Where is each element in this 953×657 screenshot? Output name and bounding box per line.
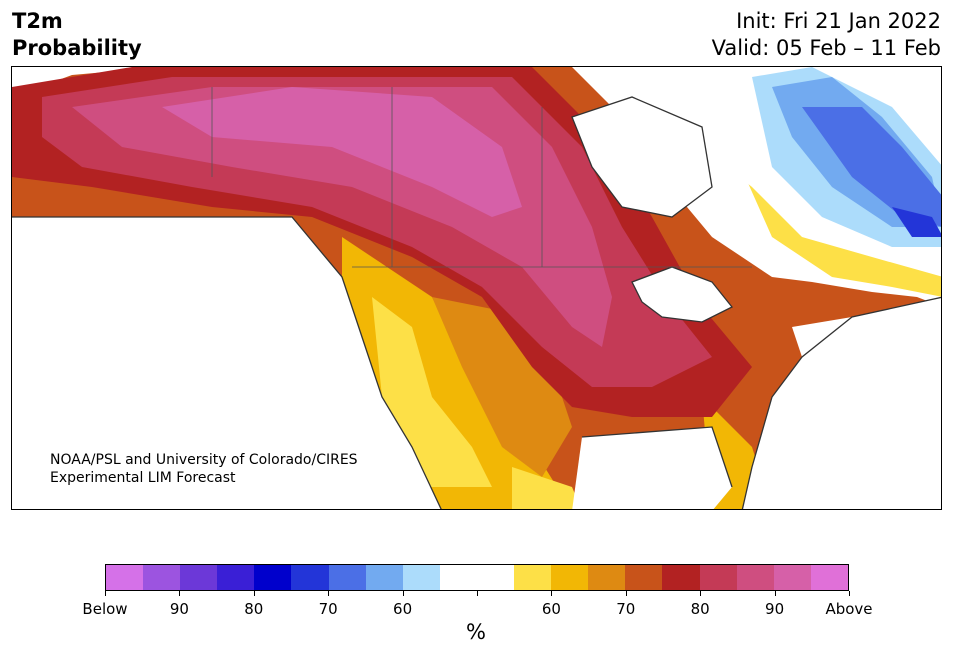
colorbar-ticks: Below 90 80 70 60 60 70 80 90 Above xyxy=(0,600,953,620)
colorbar-swatch xyxy=(439,565,477,590)
colorbar-units: % xyxy=(466,620,486,644)
colorbar-tick-label: Above xyxy=(825,600,873,618)
colorbar-tick-label: Below xyxy=(82,600,128,618)
colorbar-tick-mark xyxy=(179,591,181,596)
probability-map xyxy=(12,67,941,509)
colorbar-tick-mark xyxy=(477,591,478,596)
colorbar-tick-mark xyxy=(328,591,330,596)
colorbar-swatch xyxy=(662,565,700,590)
valid-range: Valid: 05 Feb – 11 Feb xyxy=(711,36,941,60)
credit-text: NOAA/PSL and University of Colorado/CIRE… xyxy=(50,451,358,487)
colorbar-swatch xyxy=(328,565,366,590)
colorbar-swatch xyxy=(810,565,848,590)
colorbar-tick-label: 60 xyxy=(393,600,413,618)
variable-label: T2m xyxy=(12,9,63,33)
colorbar-tick-label: 90 xyxy=(169,600,189,618)
colorbar-swatch xyxy=(365,565,403,590)
colorbar-swatch xyxy=(699,565,737,590)
colorbar-tick-label: 60 xyxy=(541,600,561,618)
colorbar-tick-label: 80 xyxy=(244,600,264,618)
colorbar-tick-mark xyxy=(253,591,255,596)
colorbar-tick-mark xyxy=(551,591,553,596)
colorbar-swatch xyxy=(106,565,144,590)
colorbar-swatch xyxy=(254,565,292,590)
date-info: Init: Fri 21 Jan 2022 Valid: 05 Feb – 11… xyxy=(712,8,941,62)
colorbar-swatch xyxy=(514,565,552,590)
colorbar-tick-label: 70 xyxy=(616,600,636,618)
credit-line-1: NOAA/PSL and University of Colorado/CIRE… xyxy=(50,452,358,468)
colorbar-tick-label: 70 xyxy=(318,600,338,618)
cold-region-90 xyxy=(892,207,941,237)
colorbar-swatch xyxy=(625,565,663,590)
warm-region-95 xyxy=(162,87,522,217)
colorbar-tick-mark xyxy=(402,591,404,596)
colorbar-tick-label: 80 xyxy=(690,600,710,618)
colorbar xyxy=(105,564,849,591)
colorbar-swatch xyxy=(180,565,218,590)
gulf-of-mexico xyxy=(572,427,732,509)
credit-line-2: Experimental LIM Forecast xyxy=(50,470,236,486)
colorbar-tick-mark xyxy=(849,591,850,596)
colorbar-swatch xyxy=(588,565,626,590)
colorbar-swatch xyxy=(736,565,774,590)
atlantic-ocean xyxy=(742,297,941,509)
colorbar-swatch xyxy=(143,565,181,590)
colorbar-swatch xyxy=(217,565,255,590)
colorbar-swatch xyxy=(476,565,515,590)
colorbar-swatch xyxy=(551,565,589,590)
coastlines xyxy=(12,87,941,509)
colorbar-swatch xyxy=(773,565,811,590)
cold-region-80 xyxy=(802,107,941,227)
pacific-ocean xyxy=(12,217,442,509)
map-title: T2m Probability xyxy=(12,8,142,62)
colorbar-swatch xyxy=(291,565,329,590)
init-date: Init: Fri 21 Jan 2022 xyxy=(736,9,941,33)
colorbar-tick-mark xyxy=(774,591,776,596)
colorbar-tick-mark xyxy=(625,591,627,596)
product-label: Probability xyxy=(12,36,142,60)
colorbar-tick-label: 90 xyxy=(765,600,785,618)
colorbar-tick-mark xyxy=(700,591,702,596)
map-panel: NOAA/PSL and University of Colorado/CIRE… xyxy=(11,66,942,510)
colorbar-swatch xyxy=(402,565,440,590)
colorbar-tick-mark xyxy=(105,591,106,596)
warm-region-lt60b xyxy=(512,467,582,509)
